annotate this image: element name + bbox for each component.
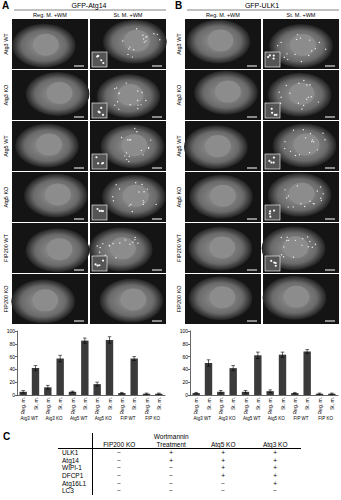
svg-text:GFP-ULK1: GFP-ULK1 — [245, 2, 279, 9]
svg-text:Reg. m.: Reg. m. — [243, 397, 249, 415]
svg-text:100: 100 — [180, 328, 189, 334]
svg-text:0: 0 — [185, 392, 188, 398]
svg-text:St. m.: St. m. — [57, 397, 63, 410]
svg-text:St. m.: St. m. — [230, 397, 236, 410]
svg-text:80: 80 — [9, 341, 15, 347]
svg-text:Atg3 KO: Atg3 KO — [218, 416, 236, 421]
svg-text:FIP WT: FIP WT — [120, 416, 135, 421]
html-text:Atg16L1: Atg16L1 — [62, 479, 87, 487]
svg-text:St. m.: St. m. — [280, 397, 286, 410]
html-text:C: C — [3, 431, 11, 442]
svg-text:St. m.: St. m. — [156, 397, 162, 410]
svg-text:Reg. m.: Reg. m. — [193, 397, 199, 415]
svg-text:Atg5 WT: Atg5 WT — [3, 135, 9, 157]
svg-text:FIP200 KO: FIP200 KO — [176, 285, 182, 313]
svg-text:FIP WT: FIP WT — [293, 416, 308, 421]
svg-text:Atg5 WT: Atg5 WT — [176, 135, 182, 157]
html-text:LC3: LC3 — [62, 487, 74, 495]
svg-text:Atg3 KO: Atg3 KO — [45, 416, 63, 421]
svg-text:St. m.: St. m. — [304, 397, 310, 410]
svg-text:Reg. m.: Reg. m. — [144, 397, 150, 415]
svg-text:Reg. m.: Reg. m. — [267, 397, 273, 415]
svg-text:Reg. m.: Reg. m. — [317, 397, 323, 415]
html-text:Atg3 KO: Atg3 KO — [262, 440, 288, 448]
svg-text:Atg5 KO: Atg5 KO — [3, 186, 9, 208]
svg-text:GFP-Atg14: GFP-Atg14 — [71, 2, 106, 10]
svg-text:20: 20 — [9, 379, 15, 385]
svg-text:Reg. m.: Reg. m. — [119, 397, 125, 415]
svg-text:St. m.: St. m. — [329, 397, 335, 410]
svg-text:100: 100 — [7, 328, 16, 334]
svg-text:Atg3 WT: Atg3 WT — [21, 416, 39, 421]
svg-text:FIP KO: FIP KO — [318, 416, 333, 421]
svg-text:St. m.: St. m. — [107, 397, 113, 410]
html-text:Atg14: Atg14 — [62, 456, 79, 464]
svg-text:Atg5 KO: Atg5 KO — [268, 416, 286, 421]
html-text:Atg5 KO: Atg5 KO — [210, 440, 236, 448]
svg-text:Reg. m.: Reg. m. — [292, 397, 298, 415]
svg-text:A: A — [2, 0, 9, 11]
svg-text:FIP200 WT: FIP200 WT — [176, 233, 182, 261]
svg-text:Atg3 WT: Atg3 WT — [176, 33, 182, 55]
svg-text:St. m.: St. m. — [33, 397, 39, 410]
svg-text:B: B — [175, 0, 182, 11]
svg-text:80: 80 — [182, 341, 188, 347]
svg-text:FIP200 WT: FIP200 WT — [3, 233, 9, 261]
svg-text:Atg3 KO: Atg3 KO — [3, 84, 9, 106]
svg-text:St. m.: St. m. — [206, 397, 212, 410]
svg-text:Atg5 WT: Atg5 WT — [243, 416, 261, 421]
svg-text:Reg. m.: Reg. m. — [20, 397, 26, 415]
svg-text:0: 0 — [12, 392, 15, 398]
svg-text:Atg5 WT: Atg5 WT — [70, 416, 88, 421]
svg-text:Atg5 KO: Atg5 KO — [95, 416, 113, 421]
svg-text:Reg. m.: Reg. m. — [45, 397, 51, 415]
html-text:Wortmannin Treatment: Wortmannin Treatment — [153, 433, 189, 448]
svg-text:Reg. m.: Reg. m. — [94, 397, 100, 415]
svg-text:60: 60 — [9, 354, 15, 360]
svg-text:St. M. +WM: St. M. +WM — [114, 12, 143, 18]
html-text:WIPI-1: WIPI-1 — [62, 464, 82, 472]
svg-text:Atg3 KO: Atg3 KO — [176, 84, 182, 106]
svg-text:Atg3 WT: Atg3 WT — [194, 416, 212, 421]
svg-text:Reg. m.: Reg. m. — [70, 397, 76, 415]
svg-text:St. M. +WM: St. M. +WM — [287, 12, 316, 18]
svg-text:St. m.: St. m. — [131, 397, 137, 410]
html-text:ULK1: ULK1 — [62, 449, 79, 457]
html-text:DFCP1: DFCP1 — [62, 472, 84, 479]
svg-text:40: 40 — [9, 366, 15, 372]
svg-text:40: 40 — [182, 366, 188, 372]
svg-text:St. m.: St. m. — [255, 397, 261, 410]
svg-text:Reg. M. +WM: Reg. M. +WM — [206, 12, 240, 18]
svg-text:20: 20 — [182, 379, 188, 385]
svg-text:Atg3 WT: Atg3 WT — [3, 33, 9, 55]
html-text:FIP200 KO: FIP200 KO — [103, 440, 136, 448]
svg-text:FIP200 KO: FIP200 KO — [3, 285, 9, 313]
svg-text:FIP KO: FIP KO — [145, 416, 160, 421]
svg-text:60: 60 — [182, 354, 188, 360]
svg-text:Atg5 KO: Atg5 KO — [176, 186, 182, 208]
svg-text:Reg. m.: Reg. m. — [218, 397, 224, 415]
svg-text:Reg. M. +WM: Reg. M. +WM — [33, 12, 67, 18]
svg-text:St. m.: St. m. — [82, 397, 88, 410]
